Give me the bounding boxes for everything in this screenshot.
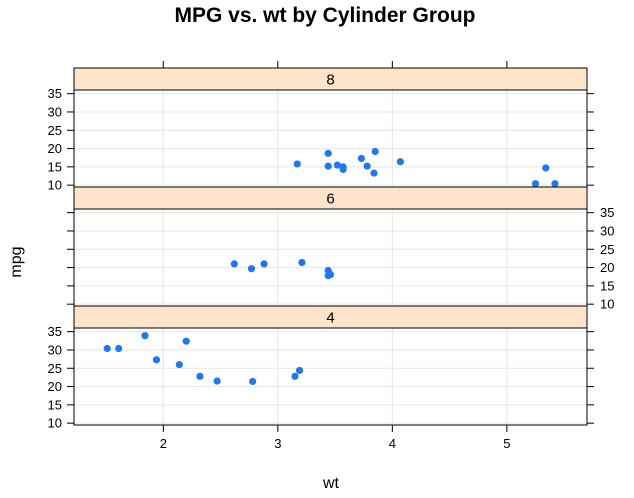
x-tick-label: 3 <box>274 436 281 451</box>
panel-strip-label: 6 <box>326 191 334 208</box>
data-point <box>298 258 306 267</box>
y-tick-label: 10 <box>48 178 62 193</box>
y-tick-label: 15 <box>48 397 62 412</box>
data-point <box>260 260 268 268</box>
data-point <box>531 180 540 188</box>
y-axis-label: mpg <box>8 246 25 277</box>
data-point <box>230 260 238 268</box>
x-tick-label: 5 <box>503 436 510 451</box>
data-point <box>542 164 550 172</box>
y-tick-label: 20 <box>48 141 62 156</box>
data-point <box>371 147 379 156</box>
y-tick-label: 20 <box>48 379 62 394</box>
y-tick-label: 30 <box>600 223 614 238</box>
data-point <box>339 165 347 174</box>
y-tick-label: 20 <box>600 260 614 275</box>
y-tick-label: 25 <box>48 361 62 376</box>
data-point <box>293 160 301 168</box>
data-point <box>152 356 161 364</box>
data-point <box>141 332 149 340</box>
data-point <box>551 180 559 188</box>
y-tick-label: 35 <box>600 205 614 220</box>
y-tick-label: 25 <box>48 123 62 138</box>
data-point <box>247 265 256 273</box>
data-point <box>396 158 404 166</box>
y-tick-label: 15 <box>48 159 62 174</box>
data-point <box>357 154 366 163</box>
panel-strip-label: 4 <box>326 310 334 327</box>
x-tick-label: 2 <box>160 436 167 451</box>
panel-frame <box>73 327 588 426</box>
plot-layer: 8101520253035610152025303541015202530352… <box>48 61 614 451</box>
chart-title: MPG vs. wt by Cylinder Group <box>174 4 475 27</box>
y-tick-label: 30 <box>48 342 62 357</box>
data-point <box>196 372 204 380</box>
x-tick-label: 4 <box>389 436 396 451</box>
data-point <box>324 149 332 157</box>
y-tick-label: 10 <box>600 297 614 312</box>
data-point <box>249 377 257 386</box>
data-point <box>182 337 190 345</box>
y-tick-label: 35 <box>48 324 62 339</box>
y-tick-label: 15 <box>600 278 614 293</box>
data-point <box>213 377 221 385</box>
data-point <box>295 366 304 375</box>
data-point <box>333 161 341 169</box>
data-point <box>103 344 111 353</box>
data-point <box>324 272 332 280</box>
data-point <box>370 169 378 177</box>
panel-strip-label: 8 <box>326 72 334 89</box>
y-tick-label: 25 <box>600 242 614 257</box>
panel-frame <box>73 89 588 188</box>
y-tick-label: 10 <box>48 416 62 431</box>
data-point <box>324 162 332 170</box>
data-point <box>115 344 123 353</box>
panel-frame <box>73 208 588 307</box>
data-point <box>363 162 371 170</box>
y-tick-label: 35 <box>48 86 62 101</box>
data-point <box>175 361 183 369</box>
x-axis-label: wt <box>322 475 340 492</box>
data-point <box>291 372 299 380</box>
y-tick-label: 30 <box>48 104 62 119</box>
